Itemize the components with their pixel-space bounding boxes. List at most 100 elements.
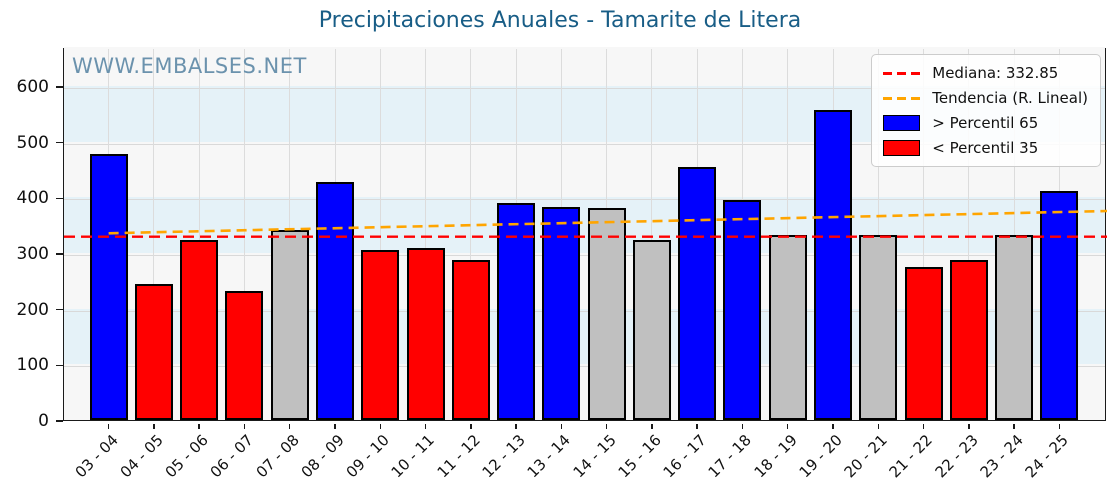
x-tick-label: 03 - 04	[71, 431, 122, 482]
reference-lines	[64, 209, 1108, 238]
legend-label: > Percentil 65	[932, 114, 1039, 132]
x-tick-label: 14 - 15	[569, 431, 620, 482]
bars-layer	[64, 49, 1105, 420]
legend-label: Mediana: 332.85	[932, 64, 1059, 82]
x-tick-label: 17 - 18	[704, 431, 756, 482]
v-gridline	[1013, 49, 1015, 420]
legend-item: < Percentil 35	[883, 139, 1088, 157]
x-tick-mark	[107, 423, 110, 429]
x-tick-label: 12 - 13	[478, 431, 529, 482]
x-tick-label: 13 - 14	[523, 431, 575, 482]
x-tick-label: 19 - 20	[795, 431, 846, 482]
v-gridline	[198, 49, 200, 420]
bar	[451, 259, 490, 420]
y-tick-label: 100	[16, 355, 49, 376]
bar	[270, 229, 309, 420]
x-tick-mark	[832, 423, 834, 429]
y-tick-label: 500	[16, 132, 49, 153]
h-gridline	[64, 199, 1105, 201]
x-tick-mark	[651, 423, 653, 429]
v-gridline	[425, 49, 427, 420]
x-tick-label: 21 - 22	[885, 431, 937, 482]
x-tick-label: 06 - 07	[206, 431, 258, 482]
bar	[361, 249, 400, 420]
legend-item: > Percentil 65	[883, 114, 1088, 132]
x-tick-mark	[243, 423, 246, 429]
x-tick-label: 16 - 17	[659, 431, 710, 482]
bar	[814, 110, 852, 420]
y-axis: 0 100 200 300 400 500 600	[0, 48, 63, 430]
x-tick-mark	[334, 423, 336, 429]
bar	[904, 267, 943, 420]
bar	[497, 202, 536, 420]
h-gridline	[64, 143, 1105, 145]
v-gridline	[470, 49, 472, 420]
bar	[949, 259, 988, 420]
bar	[542, 206, 581, 420]
bar	[180, 239, 219, 420]
v-gridline	[153, 49, 155, 420]
legend-color-patch	[883, 140, 921, 156]
bar	[1040, 191, 1079, 420]
watermark-text: WWW.EMBALSES.NET	[72, 54, 307, 78]
trend-line	[108, 209, 1108, 235]
x-tick-mark	[605, 423, 608, 429]
y-tick-label: 200	[16, 299, 49, 320]
x-tick-label: 07 - 08	[252, 431, 303, 482]
x-tick-mark	[560, 423, 563, 429]
x-tick-label: 15 - 16	[614, 431, 665, 482]
x-tick-mark	[379, 423, 382, 429]
v-gridline	[923, 49, 925, 420]
x-tick-mark	[968, 423, 970, 429]
x-tick-mark	[470, 423, 472, 429]
x-tick-mark	[288, 423, 291, 429]
x-tick-label: 23 - 24	[976, 431, 1027, 482]
x-tick-label: 04 - 05	[116, 431, 167, 482]
legend-dashed-line-sample	[883, 71, 921, 75]
bar	[406, 247, 445, 420]
x-tick-label: 05 - 06	[161, 431, 212, 482]
v-gridline	[243, 49, 245, 420]
legend: Mediana: 332.85 Tendencia (R. Lineal) > Pe…	[871, 54, 1101, 167]
legend-label: < Percentil 35	[932, 139, 1039, 157]
y-tick-mark	[56, 141, 63, 144]
h-gridline	[64, 87, 1105, 89]
bar	[316, 182, 354, 420]
y-tick-label: 600	[16, 76, 49, 97]
x-tick-mark	[153, 423, 155, 429]
bar	[723, 199, 762, 420]
legend-label: Tendencia (R. Lineal)	[932, 89, 1088, 107]
x-tick-mark	[696, 423, 698, 429]
bar	[768, 234, 807, 420]
x-tick-label: 09 - 10	[342, 431, 393, 482]
v-gridline	[877, 49, 879, 420]
plot-band	[64, 197, 1105, 253]
y-tick-mark	[56, 364, 63, 367]
y-tick-mark	[56, 86, 63, 88]
y-tick-mark	[56, 420, 63, 422]
x-tick-mark	[198, 423, 200, 429]
chart-title: Precipitaciones Anuales - Tamarite de Li…	[318, 8, 802, 33]
x-tick-label: 24 - 25	[1021, 431, 1073, 482]
y-tick-label: 0	[38, 411, 49, 431]
x-tick-mark	[741, 423, 744, 429]
h-gridline	[64, 366, 1105, 368]
x-tick-label: 20 - 21	[840, 431, 891, 482]
x-tick-mark	[515, 423, 517, 429]
x-tick-mark	[1013, 423, 1015, 429]
bar	[632, 239, 671, 420]
x-tick-label: 08 - 09	[297, 431, 348, 482]
y-tick-mark	[56, 308, 63, 311]
x-tick-label: 11 - 12	[433, 431, 484, 482]
bar	[859, 234, 898, 420]
h-gridline	[64, 310, 1105, 312]
v-gridline	[651, 49, 653, 420]
x-tick-label: 22 - 23	[931, 431, 982, 482]
legend-color-patch	[883, 115, 921, 131]
h-gridline	[64, 254, 1105, 256]
legend-dashed-line-sample	[883, 96, 921, 100]
y-tick-label: 300	[16, 243, 49, 264]
bar	[134, 284, 173, 420]
v-gridline	[379, 49, 381, 420]
x-tick-label: 18 - 19	[750, 431, 801, 482]
